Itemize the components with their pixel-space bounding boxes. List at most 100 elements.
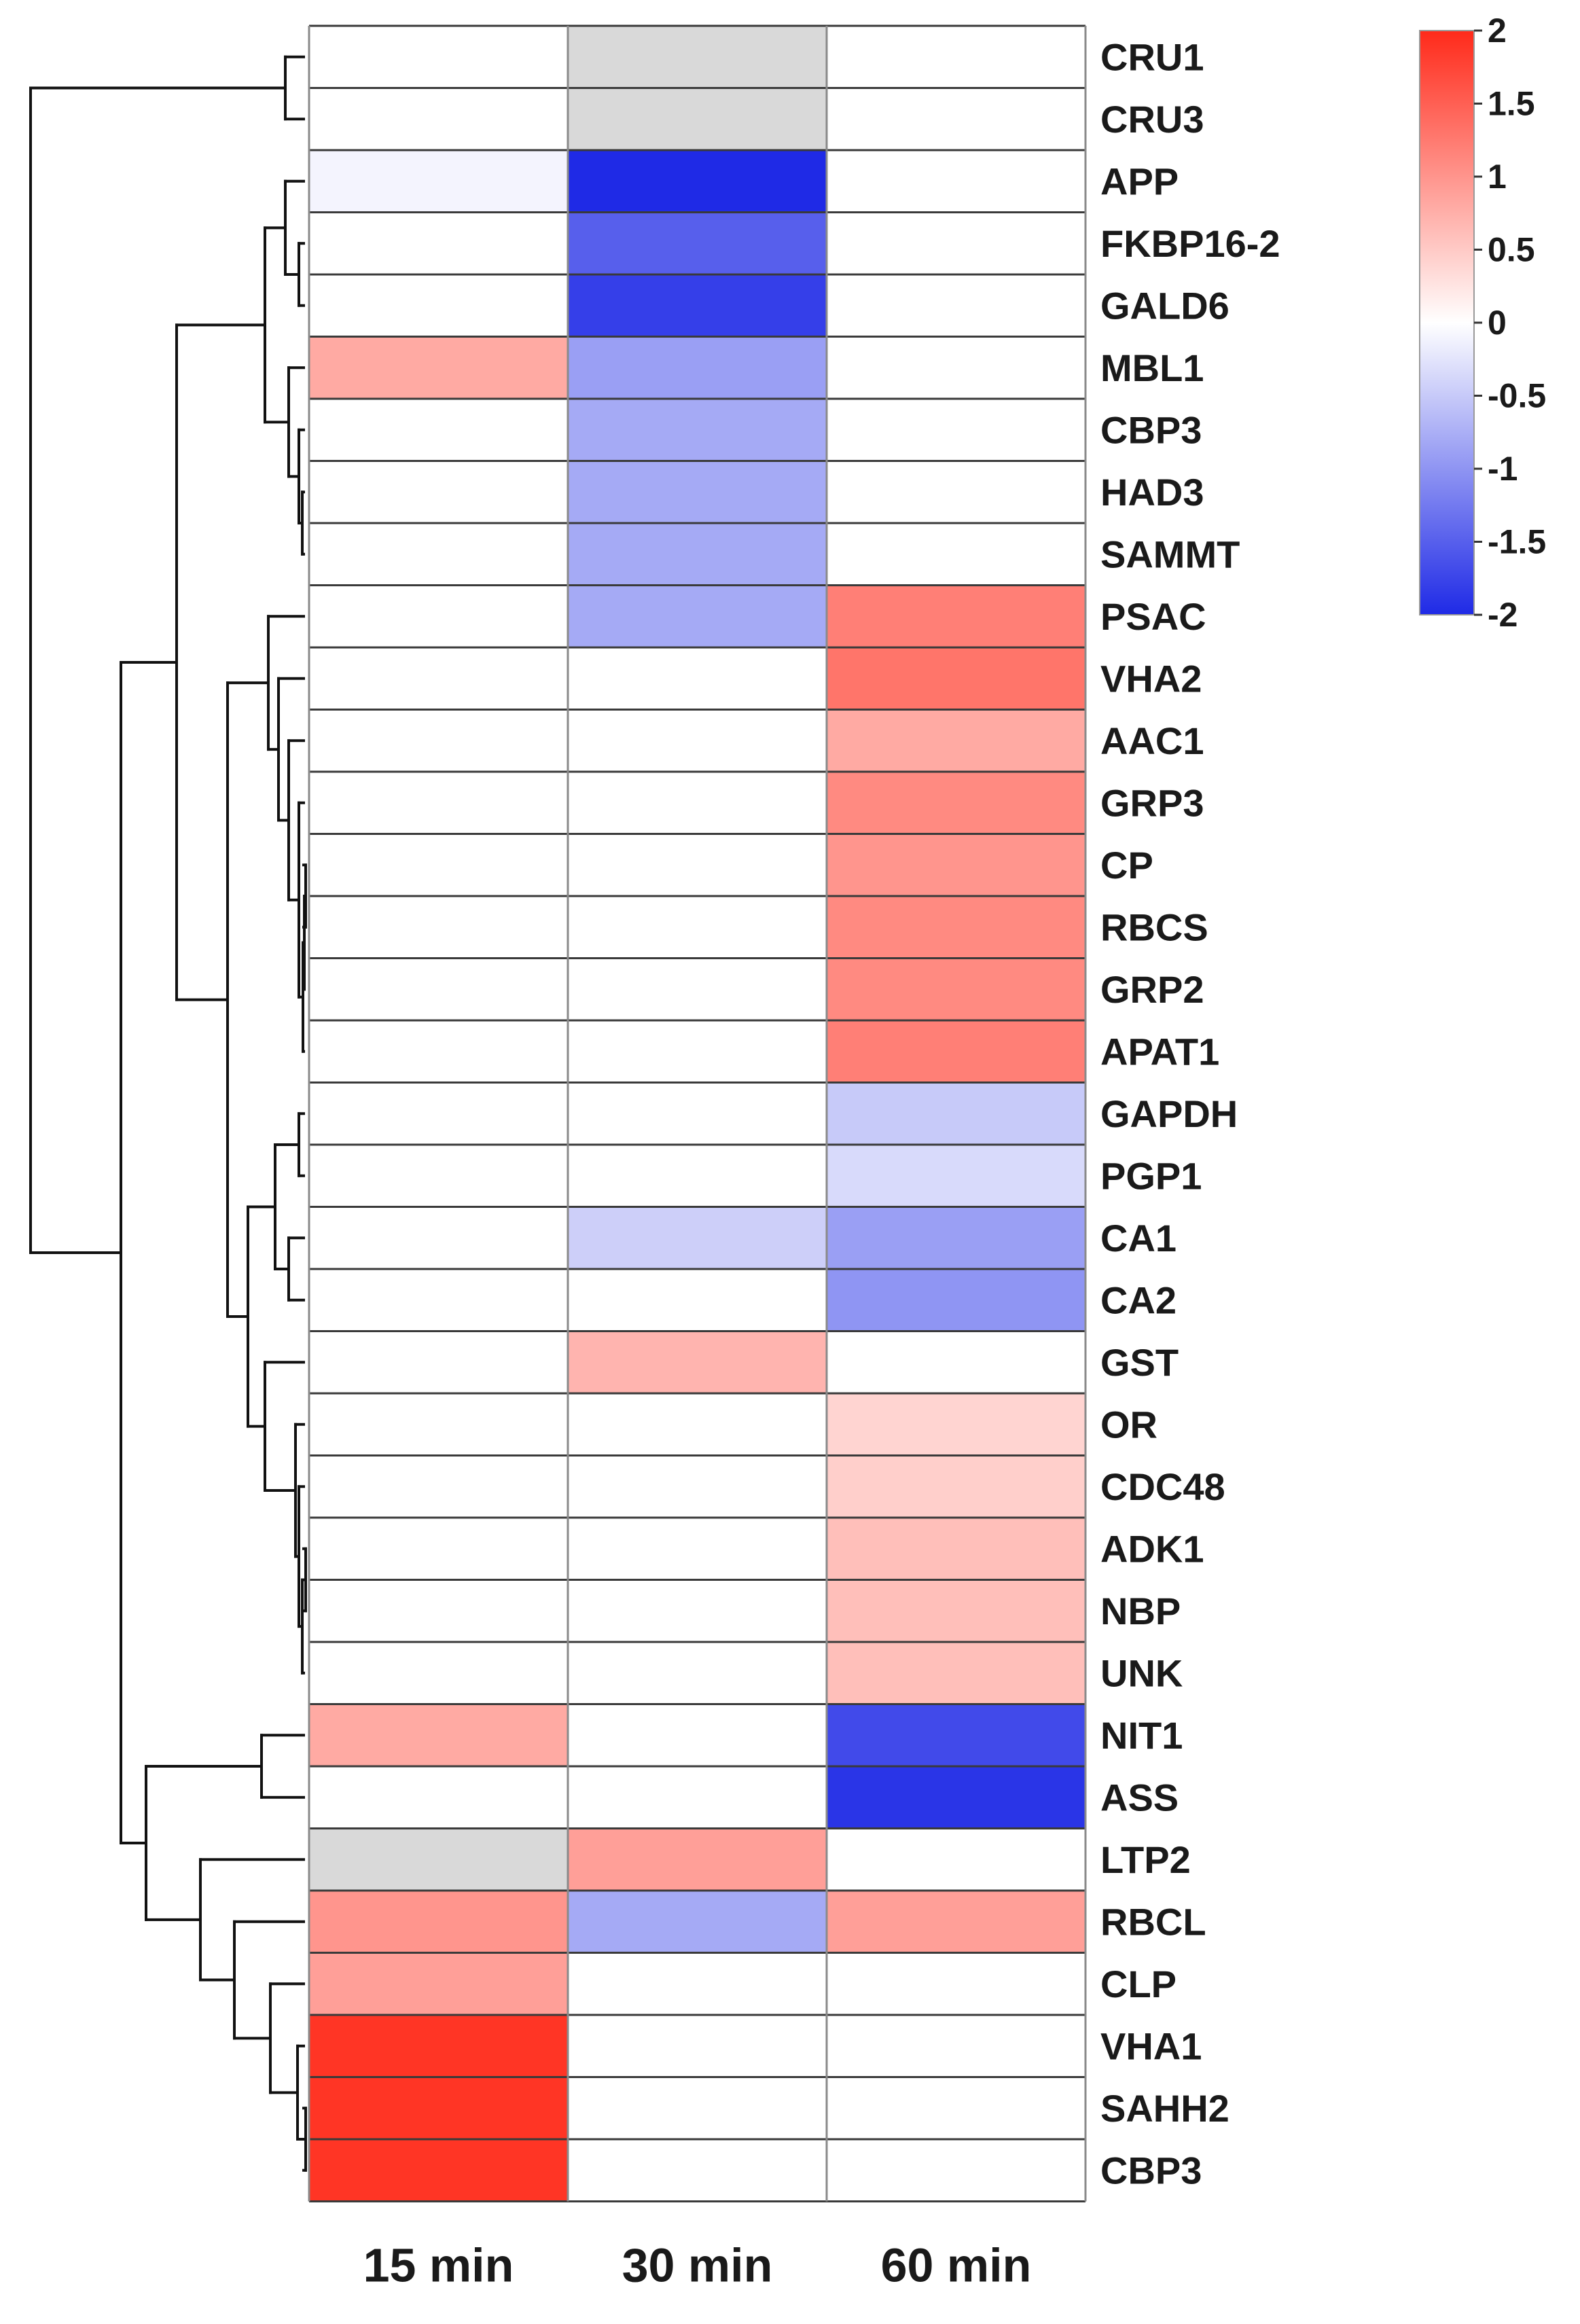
row-label: SAHH2 (1100, 2087, 1229, 2130)
colorbar-tick-label: -1.5 (1488, 523, 1546, 561)
heatmap-cell (309, 461, 568, 523)
heatmap-cell (827, 150, 1085, 213)
heatmap-cell (309, 274, 568, 337)
row-label: CA1 (1100, 1217, 1177, 1259)
row-label: PSAC (1100, 595, 1206, 638)
row-label: FKBP16-2 (1100, 222, 1280, 265)
heatmap-cell (827, 1455, 1085, 1518)
column-label: 60 min (881, 2239, 1032, 2292)
row-labels: CRU1 CRU3 APP FKBP16-2 GALD6 MBL1 CBP3 HAD3 SAMM… (1100, 35, 1280, 2192)
heatmap-cell (568, 1393, 827, 1456)
heatmap-cell (309, 585, 568, 647)
heatmap-cell (827, 1952, 1085, 2015)
row-label: CP (1100, 844, 1153, 887)
heatmap-cell (827, 274, 1085, 337)
heatmap-cell (568, 1455, 827, 1518)
heatmap-cell (309, 1891, 568, 1953)
row-label: AAC1 (1100, 719, 1204, 762)
column-label: 15 min (363, 2239, 514, 2292)
row-label: GRP3 (1100, 781, 1204, 824)
heatmap-cell (827, 647, 1085, 710)
heatmap-cell (568, 958, 827, 1020)
heatmap-cell (568, 1891, 827, 1953)
heatmap-cell (309, 523, 568, 586)
row-label: HAD3 (1100, 471, 1204, 514)
row-label: NIT1 (1100, 1714, 1183, 1757)
heatmap-cell (309, 2077, 568, 2139)
heatmap-cell (568, 523, 827, 586)
row-dendrogram (29, 55, 307, 2172)
heatmap-cell (309, 1642, 568, 1704)
heatmap-cell (827, 1145, 1085, 1207)
row-label: APP (1100, 160, 1179, 202)
row-label: NBP (1100, 1590, 1181, 1632)
heatmap-cell (568, 26, 827, 88)
heatmap-cell (568, 212, 827, 274)
heatmap-cell (827, 585, 1085, 647)
row-label: RBCS (1100, 906, 1208, 948)
row-label: PGP1 (1100, 1154, 1202, 1197)
heatmap-cell (827, 461, 1085, 523)
row-label: GST (1100, 1341, 1179, 1384)
heatmap-cell (568, 461, 827, 523)
heatmap-cell (827, 1579, 1085, 1642)
heatmap-cell (309, 1766, 568, 1829)
heatmap-cell (309, 1704, 568, 1766)
row-label: LTP2 (1100, 1838, 1191, 1881)
heatmap-cell (827, 212, 1085, 274)
heatmap-cell (568, 88, 827, 150)
heatmap-cell (568, 399, 827, 461)
heatmap-cell (568, 896, 827, 959)
row-label: ADK1 (1100, 1527, 1204, 1570)
heatmap-cell (309, 2139, 568, 2202)
colorbar-tick-label: 1 (1488, 158, 1507, 196)
colorbar-tick-label: 0.5 (1488, 231, 1535, 269)
heatmap-cell (309, 1206, 568, 1269)
heatmap-cell (309, 772, 568, 834)
column-label: 30 min (622, 2239, 773, 2292)
colorbar-tick-label: 0 (1488, 304, 1507, 342)
heatmap-cell (827, 1766, 1085, 1829)
heatmap-grid (308, 24, 1087, 2202)
heatmap-cell (827, 1704, 1085, 1766)
heatmap-cell (568, 1145, 827, 1207)
heatmap-cells (309, 26, 1085, 2202)
row-label: VHA2 (1100, 657, 1202, 700)
row-label: GAPDH (1100, 1092, 1238, 1135)
heatmap-cell (309, 1828, 568, 1891)
heatmap-cell (568, 1704, 827, 1766)
heatmap-cell (827, 1518, 1085, 1580)
row-label: CBP3 (1100, 408, 1202, 451)
row-label: GRP2 (1100, 968, 1204, 1011)
heatmap-cell (827, 1206, 1085, 1269)
heatmap-cell (309, 2015, 568, 2077)
row-label: RBCL (1100, 1900, 1206, 1943)
row-label: CDC48 (1100, 1465, 1225, 1508)
heatmap-cell (309, 647, 568, 710)
heatmap-cell (827, 2015, 1085, 2077)
heatmap-cell (827, 896, 1085, 959)
heatmap-cell (568, 1082, 827, 1145)
colorbar-gradient (1419, 30, 1475, 615)
heatmap-cell (568, 1206, 827, 1269)
row-label: OR (1100, 1403, 1157, 1446)
heatmap-cell (568, 709, 827, 772)
heatmap-cell (309, 336, 568, 399)
heatmap-cell (568, 1020, 827, 1083)
heatmap-cell (827, 1642, 1085, 1704)
heatmap-cell (827, 26, 1085, 88)
heatmap-cell (309, 88, 568, 150)
heatmap-cell (827, 709, 1085, 772)
heatmap-cell (309, 1952, 568, 2015)
heatmap-cell (827, 399, 1085, 461)
heatmap-cell (568, 585, 827, 647)
heatmap-cell (309, 26, 568, 88)
heatmap-cell (827, 1269, 1085, 1331)
heatmap-cell (568, 1331, 827, 1393)
heatmap-cell (309, 150, 568, 213)
heatmap-cell (309, 212, 568, 274)
heatmap-cell (568, 772, 827, 834)
heatmap-cell (309, 1455, 568, 1518)
heatmap-cell (309, 709, 568, 772)
row-label: CLP (1100, 1963, 1177, 2005)
